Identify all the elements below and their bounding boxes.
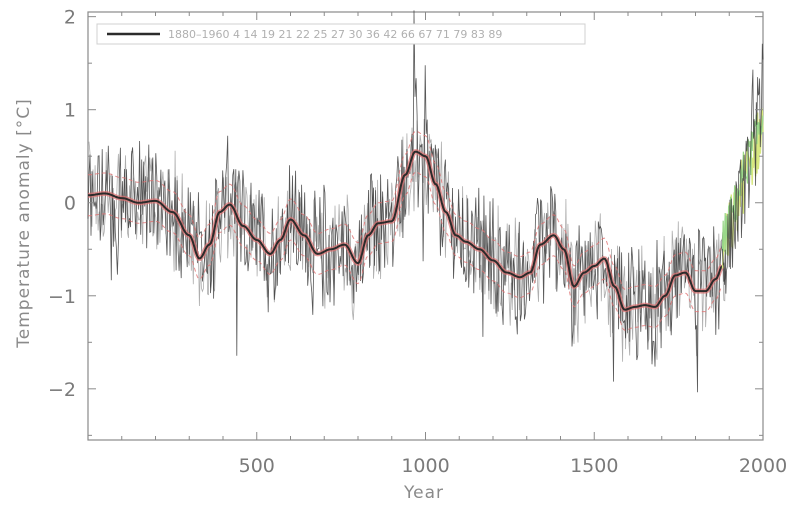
legend: 1880–1960 4 14 19 21 22 25 27 30 36 42 6… bbox=[96, 23, 586, 45]
legend-entry-label: 1880–1960 4 14 19 21 22 25 27 30 36 42 6… bbox=[168, 28, 502, 41]
smoothed-series-line bbox=[88, 150, 724, 311]
y-axis-title: Temperature anomaly [°C] bbox=[14, 98, 34, 348]
y-tick-label: 0 bbox=[64, 193, 76, 215]
x-tick-label: 1000 bbox=[401, 455, 449, 477]
raw-proxy-line-light bbox=[88, 118, 728, 362]
y-tick-label: 1 bbox=[64, 100, 76, 122]
x-tick-label: 500 bbox=[239, 455, 275, 477]
y-axis-ticks: −2 −1 0 1 2 bbox=[48, 7, 763, 436]
instrumental-record bbox=[721, 43, 764, 294]
uncertainty-band-upper bbox=[88, 130, 723, 290]
y-tick-label: −2 bbox=[48, 379, 76, 401]
x-axis-ticks: 500 1000 1500 2000 bbox=[121, 12, 787, 477]
y-tick-label: −1 bbox=[48, 286, 76, 308]
raw-proxy-series bbox=[87, 10, 728, 393]
late-proxy-line bbox=[722, 43, 764, 294]
x-axis-title: Year bbox=[403, 483, 444, 503]
x-tick-label: 2000 bbox=[739, 455, 787, 477]
uncertainty-band-lower bbox=[87, 171, 723, 331]
legend-box bbox=[96, 23, 586, 45]
uncertainty-band bbox=[87, 130, 723, 331]
x-tick-label: 1500 bbox=[570, 455, 618, 477]
y-tick-label: 2 bbox=[64, 7, 76, 29]
smoothed-series bbox=[88, 149, 725, 313]
